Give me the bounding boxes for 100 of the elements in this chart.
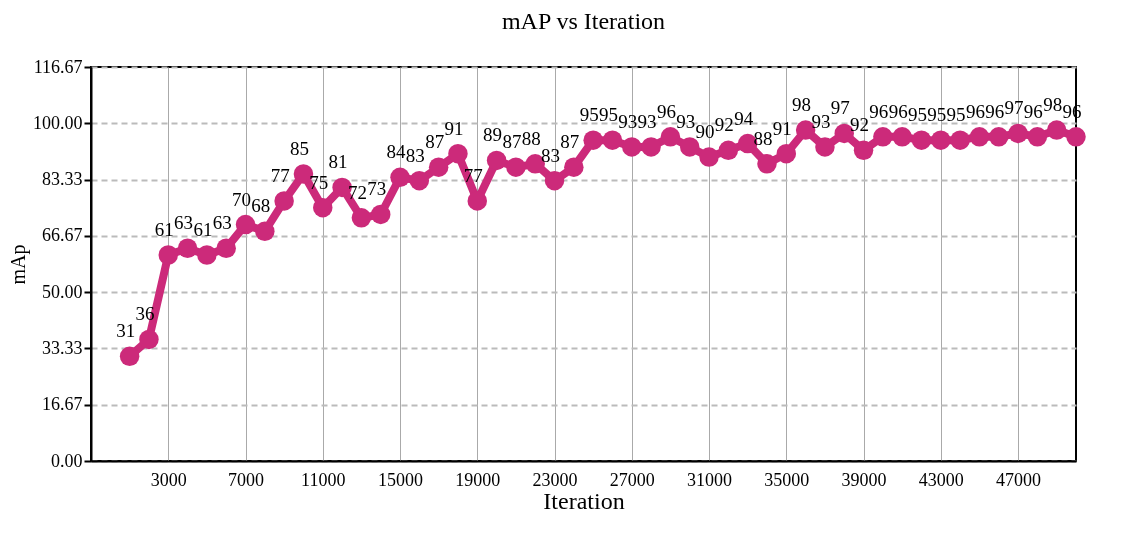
- chart-title: mAP vs Iteration: [501, 8, 666, 34]
- data-label: 95: [907, 104, 927, 126]
- data-label: 96: [985, 100, 1005, 122]
- point: [583, 130, 603, 150]
- point: [911, 130, 932, 150]
- data-label: 70: [232, 188, 252, 210]
- point: [969, 127, 990, 147]
- point: [757, 154, 777, 174]
- data-label: 96: [888, 100, 908, 122]
- point: [660, 127, 681, 147]
- point: [931, 130, 951, 150]
- data-label: 88: [753, 127, 773, 149]
- data-label: 92: [850, 114, 870, 136]
- data-label: 87: [560, 131, 580, 153]
- y-axis-title: mAp: [7, 244, 30, 285]
- y-tick-label: 66.67: [42, 225, 83, 246]
- data-label: 31: [116, 320, 136, 342]
- x-tick-label: 15000: [378, 469, 424, 490]
- x-tick-label: 47000: [996, 469, 1042, 490]
- x-tick-label: 3000: [150, 469, 187, 490]
- data-label: 96: [965, 100, 985, 122]
- data-label: 98: [792, 94, 812, 116]
- data-label: 85: [289, 137, 309, 159]
- point: [641, 137, 661, 157]
- point: [448, 143, 468, 164]
- point: [718, 140, 739, 161]
- point: [390, 167, 410, 188]
- x-tick-label: 23000: [532, 469, 578, 490]
- point: [158, 245, 178, 265]
- point: [679, 137, 700, 157]
- data-label: 61: [193, 219, 213, 240]
- x-tick-label: 43000: [918, 469, 964, 490]
- point: [409, 170, 430, 191]
- data-label: 77: [270, 164, 290, 186]
- point: [177, 238, 198, 258]
- data-label: 81: [328, 151, 348, 173]
- data-label: 97: [830, 97, 850, 119]
- point: [950, 130, 970, 150]
- data-label: 91: [772, 117, 792, 139]
- point: [274, 191, 294, 211]
- x-tick-label: 35000: [764, 469, 810, 490]
- data-label: 92: [714, 114, 734, 136]
- y-tick-label: 33.33: [42, 337, 83, 358]
- point: [197, 245, 217, 265]
- point: [853, 140, 874, 161]
- x-tick-label: 7000: [228, 469, 265, 490]
- data-label: 91: [444, 117, 464, 139]
- data-label: 93: [637, 110, 657, 132]
- y-tick-label: 16.67: [42, 394, 83, 415]
- point: [255, 221, 275, 242]
- y-tick-label: 83.33: [42, 169, 83, 190]
- x-axis-title: Iteration: [543, 487, 625, 514]
- data-label: 83: [541, 144, 561, 166]
- data-label: 93: [618, 110, 638, 132]
- data-label: 96: [1023, 100, 1043, 122]
- x-tick-label: 27000: [609, 469, 655, 490]
- point: [351, 208, 372, 228]
- point: [602, 130, 623, 150]
- data-label: 95: [598, 104, 618, 126]
- data-label: 87: [502, 131, 522, 153]
- data-label: 63: [212, 212, 232, 234]
- point: [370, 204, 391, 225]
- x-tick-label: 31000: [687, 469, 733, 490]
- data-label: 96: [656, 100, 676, 122]
- point: [776, 143, 797, 164]
- data-label: 90: [695, 121, 715, 143]
- y-tick-label: 100.00: [33, 112, 83, 133]
- data-label: 95: [927, 104, 947, 126]
- point: [216, 238, 236, 258]
- data-label: 96: [869, 100, 889, 122]
- point: [506, 157, 526, 177]
- data-label: 98: [1043, 94, 1063, 116]
- point: [564, 157, 584, 177]
- point: [119, 346, 140, 367]
- point: [815, 137, 835, 157]
- y-tick-label: 116.67: [33, 56, 83, 77]
- y-tick-label: 0.00: [51, 450, 83, 471]
- point: [313, 197, 333, 218]
- point: [486, 150, 507, 171]
- data-label: 93: [676, 110, 696, 132]
- data-label: 87: [425, 131, 445, 153]
- point: [544, 170, 565, 191]
- point: [1046, 120, 1067, 140]
- x-tick-label: 11000: [301, 469, 346, 490]
- x-tick-label: 39000: [841, 469, 887, 490]
- data-label: 93: [811, 110, 831, 132]
- data-label: 89: [483, 124, 503, 146]
- data-label: 95: [579, 104, 599, 126]
- x-tick-label: 19000: [455, 469, 501, 490]
- point: [467, 191, 488, 211]
- point: [235, 214, 256, 235]
- data-label: 94: [734, 107, 754, 129]
- data-label: 88: [521, 127, 541, 149]
- y-tick-label: 50.00: [42, 281, 83, 302]
- point: [1008, 123, 1028, 144]
- point: [699, 147, 719, 167]
- point: [428, 157, 449, 177]
- point: [892, 127, 912, 147]
- point: [1027, 127, 1048, 147]
- data-label: 63: [174, 212, 194, 234]
